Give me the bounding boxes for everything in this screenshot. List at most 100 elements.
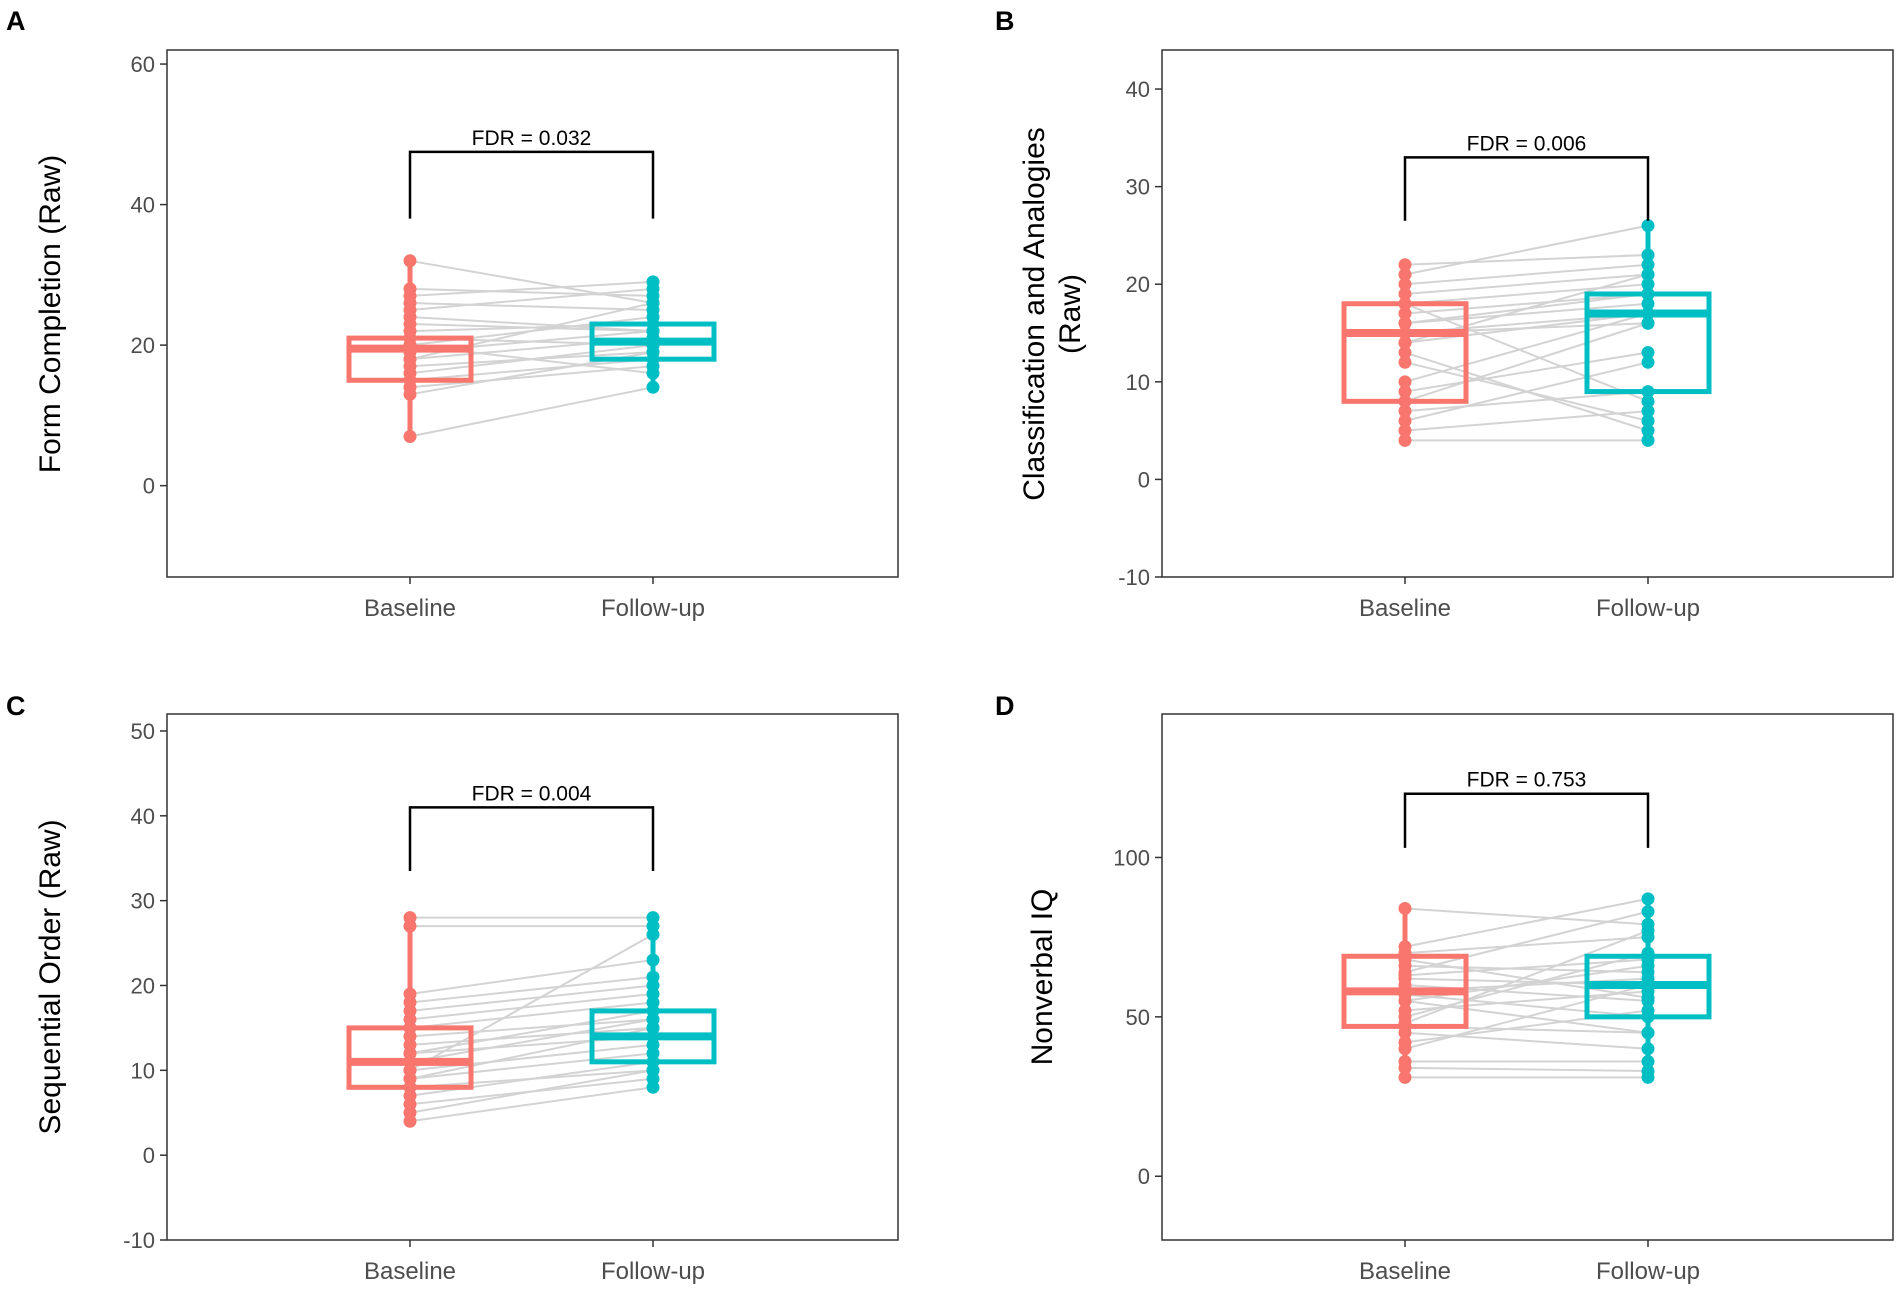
point-followup [646,380,660,394]
point-baseline [403,429,417,443]
fdr-annotation: FDR = 0.004 [472,782,592,805]
y-tick-label: 0 [143,474,155,499]
y-axis-label: Classification and Analogies (Raw) [1018,127,1087,501]
pair-line [409,287,654,297]
pair-line [1404,1066,1649,1073]
plot-frame [166,49,899,578]
point-baseline [1398,394,1412,408]
pair-line [409,959,654,995]
point-baseline [1398,355,1412,369]
pair-line [409,1026,654,1046]
y-tick-label: 0 [1138,467,1150,492]
point-followup [1641,1003,1655,1017]
point-baseline [1398,346,1412,360]
pair-line [409,386,654,438]
y-axis-label: Form Completion (Raw) [34,155,67,473]
pair-line [1404,999,1649,1034]
panel-label: D [995,691,1015,721]
point-baseline [1398,404,1412,418]
point-baseline [1398,326,1412,340]
pair-line [409,1043,654,1072]
point-followup [1641,267,1655,281]
fdr-annotation: FDR = 0.032 [472,127,592,150]
pair-line [409,365,654,389]
y-tick-label: 10 [1126,370,1150,395]
y-axis-label: Sequential Order (Raw) [34,819,67,1134]
pair-line [409,259,654,304]
y-tick-label: 50 [1126,1005,1150,1030]
point-baseline [1398,307,1412,320]
point-followup [646,366,660,380]
point-baseline [1398,433,1412,447]
point-baseline [1398,375,1412,389]
pair-line [409,1018,654,1063]
pair-line [1404,351,1649,393]
point-followup [1641,1070,1655,1084]
y-tick-label: 20 [1126,272,1150,297]
point-baseline [403,352,417,366]
point-followup [1641,994,1655,1008]
point-baseline [1398,994,1412,1008]
pair-line [1404,312,1649,344]
point-followup [646,282,660,296]
point-baseline [403,254,417,268]
pair-line [1404,1031,1649,1050]
point-followup [1641,258,1655,272]
point-followup [1641,277,1655,291]
y-tick-label: -10 [1118,565,1150,590]
point-followup [1641,905,1655,919]
y-tick-label: -10 [123,1228,155,1253]
y-tick-label: 50 [131,719,155,744]
point-followup [646,296,660,310]
x-tick-label: Baseline [1359,1258,1451,1285]
pair-line [409,287,654,311]
pair-line [1404,322,1649,403]
pair-line [1404,993,1649,1018]
significance-bracket [408,806,655,871]
y-tick-label: 30 [1126,175,1150,200]
pair-line [409,1069,654,1114]
panel-c: C Sequential Order (Raw) -10 0 10 20 30 40 50 Bas… [6,691,899,1285]
fdr-annotation: FDR = 0.006 [1467,132,1587,155]
x-tick-label: Follow-up [1596,1258,1700,1285]
point-followup [646,1063,660,1077]
point-baseline [1398,1026,1412,1040]
point-baseline [1398,336,1412,350]
pair-line [1404,897,1649,948]
x-tick-label: Baseline [364,1258,456,1285]
point-followup [1641,385,1655,399]
panel-label: C [6,691,26,721]
panel-label: B [995,6,1015,36]
pair-line [409,1009,654,1055]
point-baseline [403,387,417,401]
point-followup [1641,297,1655,311]
y-tick-label: 10 [131,1058,155,1083]
point-baseline [1398,316,1412,330]
pair-line [1404,302,1649,403]
pair-line [1404,273,1649,295]
y-tick-label: 100 [1113,845,1150,870]
point-baseline [1398,277,1412,291]
pair-line [1404,958,1649,977]
plot-frame [1161,49,1894,578]
y-tick-label: 40 [1126,77,1150,102]
pair-line [409,1052,654,1080]
point-baseline [1398,287,1412,301]
point-baseline [1398,968,1412,982]
pair-line [1404,263,1649,286]
pair-line [409,984,654,1012]
point-baseline [1398,1061,1412,1075]
point-baseline [1398,297,1412,311]
significance-bracket [408,150,655,219]
pair-line [409,301,654,311]
point-followup [1641,1054,1655,1068]
fdr-annotation: FDR = 0.753 [1467,769,1587,792]
y-tick-label: 40 [131,193,155,218]
point-baseline [403,1046,417,1060]
point-baseline [403,1072,417,1086]
pair-line [409,1018,654,1038]
pair-line [409,1086,654,1123]
point-baseline [1398,424,1412,438]
pair-line [409,1060,654,1097]
